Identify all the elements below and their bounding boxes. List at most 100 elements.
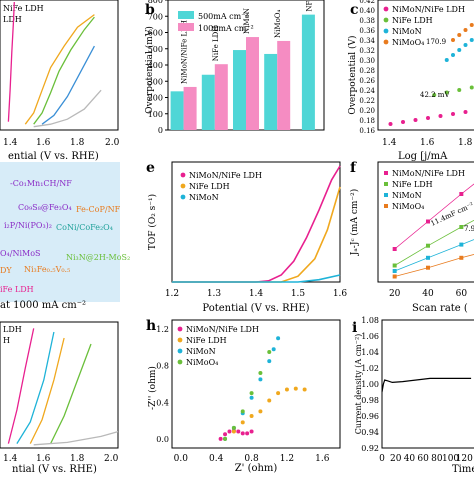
panel-b-bar-3-1 — [233, 50, 246, 130]
panel-c-points — [388, 23, 474, 126]
panel-h-legend-item: NiMoN/NiFe LDH — [186, 325, 259, 334]
panel-c-ytick-label: 0.20 — [359, 107, 375, 115]
panel-e-legend-item: NiMoN — [189, 193, 219, 202]
panel-b-category-label: NiFe LDH — [212, 26, 220, 62]
panel-h-point — [249, 429, 254, 434]
panel-c-ytick-label: 0.24 — [359, 87, 375, 95]
panel-h-point — [258, 371, 263, 376]
panel-c-legend-marker — [383, 39, 389, 45]
panel-h-xtick-label: 0.8 — [244, 454, 259, 464]
panel-h-point — [223, 432, 228, 437]
panel-c-point — [438, 114, 443, 118]
panel-e-label: e — [146, 160, 155, 176]
panel-d-entry: -Co₁Mn₁CH/NF — [10, 179, 72, 188]
panel-b-category-label: NF — [305, 1, 313, 12]
panel-a-legend-1: NiFe LDH — [3, 4, 44, 13]
panel-h-point — [276, 391, 281, 396]
panel-a-xtick-1: 1.4 — [3, 138, 18, 148]
panel-f-point — [459, 242, 464, 247]
panel-i-ytick-label: 0.98 — [361, 396, 379, 405]
panel-c-ytick-label: 0.42 — [359, 0, 375, 5]
panel-i-ytick-label: 1.08 — [361, 316, 379, 325]
panel-h-point — [231, 425, 236, 430]
panel-h-point — [258, 409, 263, 414]
panel-h-xtick-label: 0.4 — [209, 454, 224, 464]
panel-b-bar-5-1 — [301, 14, 315, 130]
panel-b-bars: NiMoN/NiFe LDH NiFe LDH NiMoN NiMoO₄ NF — [170, 1, 315, 131]
panel-c-xlabel: Log [j/mA — [398, 151, 448, 162]
panel-h-yticks: 0.0 0.4 0.8 1.2 — [156, 325, 169, 444]
panel-f-legend-marker — [384, 171, 388, 175]
panel-c-yticks: 0.16 0.18 0.20 0.22 0.24 0.26 0.28 0.30 0.32 0.34… — [359, 0, 375, 135]
panel-c-point — [451, 53, 455, 57]
panel-c-point — [457, 33, 462, 37]
panel-c-point — [432, 93, 437, 97]
panel-f-fit-line — [394, 254, 474, 277]
panel-h-point — [249, 395, 254, 400]
panel-a-curve-5 — [33, 89, 102, 128]
panel-c-ytick-label: 0.22 — [359, 97, 375, 105]
panel-c-point — [444, 90, 449, 95]
panel-a-legend-2: LDH — [3, 15, 22, 24]
panel-h-point — [293, 386, 298, 391]
panel-c-point — [463, 28, 468, 32]
panel-c-legend-marker — [383, 17, 389, 23]
panel-b-bar-4-1 — [264, 53, 278, 131]
panel-f-label: f — [350, 160, 357, 176]
panel-h-point — [258, 377, 263, 382]
panel-b-yticks: 0 100 200 300 400 500 600 700 800 — [148, 0, 168, 135]
panel-e-curves — [172, 165, 341, 283]
panel-g-xtick-1: 1.4 — [3, 454, 18, 464]
panel-h-point — [276, 336, 281, 341]
panel-h-point — [227, 429, 232, 434]
panel-b-category-label: NiMoO₄ — [274, 9, 282, 37]
panel-c-point — [413, 118, 418, 122]
panel-h-legend-marker — [177, 359, 183, 365]
panel-c-ytick-label: 0.38 — [359, 17, 375, 25]
panel-i-xtick-label: 100 — [442, 454, 459, 464]
panel-c-point — [469, 23, 474, 27]
panel-f-point — [459, 192, 464, 196]
panel-d-entry: O₄/NiMoS — [0, 249, 41, 258]
panel-c-legend-marker — [383, 28, 389, 34]
panel-c-point — [469, 38, 474, 42]
panel-i-curve — [381, 377, 472, 393]
panel-i-ytick-label: 0.92 — [361, 444, 379, 453]
panel-f-point — [392, 269, 397, 273]
panel-f-ylabel: Jₐ-Jᶜ (mA cm⁻²) — [349, 189, 360, 257]
panel-h-legend-item: NiMoN — [186, 347, 216, 356]
panel-b-bar-3-2 — [246, 37, 259, 130]
panel-h-point — [267, 359, 272, 364]
panel-h-point — [218, 436, 223, 441]
panel-d-entry: Ni₃Fe₀.₅V₀.₅ — [24, 265, 70, 274]
panel-e-legend-item: NiMoN/NiFe LDH — [189, 171, 262, 180]
panel-e-xtick-label: 1.5 — [291, 289, 306, 299]
panel-g-xtick-3: 1.8 — [70, 454, 85, 464]
panel-c-annotation-1: 170.9 — [426, 38, 446, 46]
panel-c-point — [457, 88, 462, 92]
panel-a-xtick-4: 2.0 — [105, 138, 120, 148]
panel-b-ytick-label: 0 — [158, 126, 163, 135]
panel-c-point — [463, 110, 468, 114]
panel-i-xtick-label: 20 — [390, 454, 402, 464]
panel-i-ytick-label: 0.94 — [361, 428, 379, 437]
panel-e-legend-marker — [180, 172, 186, 178]
panel-f-point — [426, 243, 430, 248]
panel-b-legend-swatch-500 — [178, 11, 194, 19]
panel-c-legend-item: NiMoO₄ — [392, 38, 424, 47]
panel-h-point — [245, 431, 250, 436]
panel-b-ytick-label: 600 — [148, 29, 163, 38]
panel-d-entry: iFe LDH — [0, 285, 34, 294]
panel-b-bar-1-1 — [170, 91, 184, 130]
panel-i-xlabel: Time — [452, 464, 474, 474]
panel-h-legend-marker — [177, 326, 183, 332]
panel-f-legend-item: NiMoN/NiFe LDH — [392, 169, 465, 178]
panel-h-xlabel: Z' (ohm) — [235, 463, 278, 474]
panel-a: NiFe LDH LDH 1.4 1.6 1.8 2.0 ential (V v… — [0, 0, 120, 162]
panel-c-legend-item: NiMoN/NiFe LDH — [392, 5, 465, 14]
panel-c-legend-marker — [383, 6, 389, 12]
panel-d-caption: at 1000 mA cm⁻² — [0, 300, 86, 311]
panel-a-xlabel: ential (V vs. RHE) — [8, 151, 99, 162]
panel-b-ytick-label: 100 — [148, 110, 163, 119]
